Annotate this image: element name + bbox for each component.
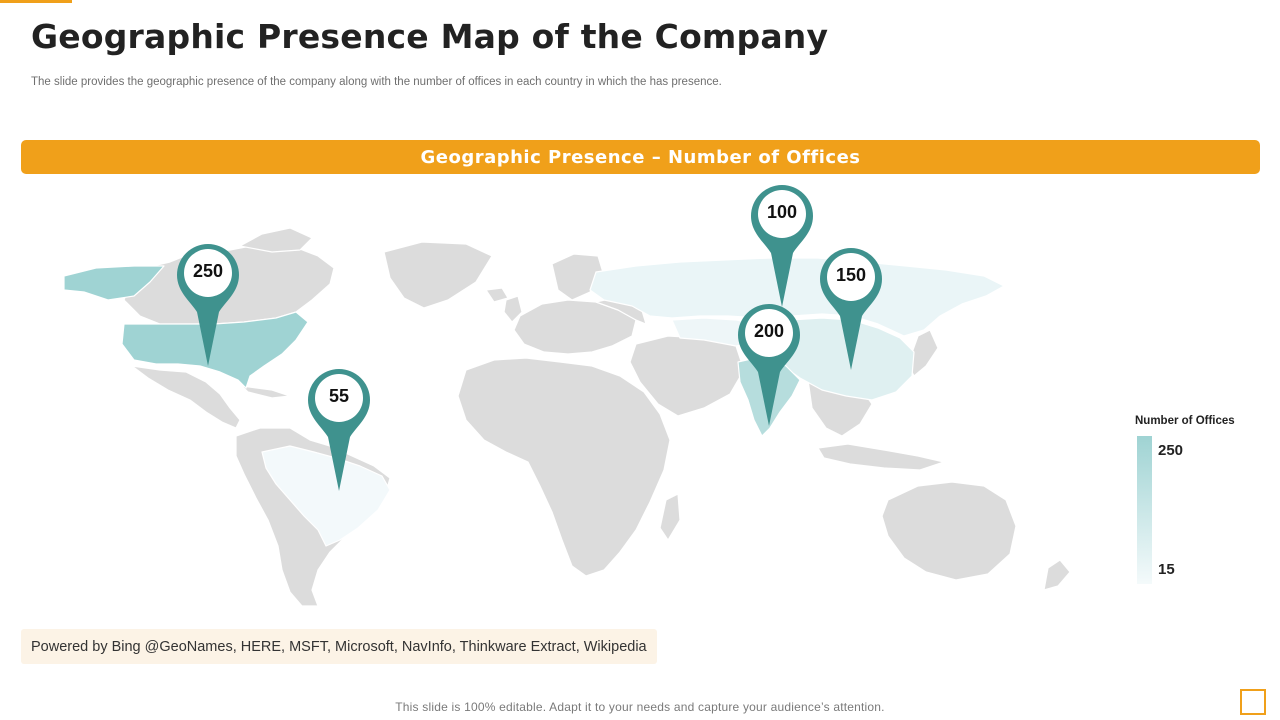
- land-indonesia: [817, 443, 945, 471]
- map-pin-icon: [820, 248, 882, 370]
- pin-value: 200: [753, 321, 785, 341]
- footer-note: This slide is 100% editable. Adapt it to…: [395, 700, 885, 714]
- land-africa: [457, 357, 671, 577]
- legend-title: Number of Offices: [1135, 415, 1235, 427]
- page-subtitle: The slide provides the geographic presen…: [31, 76, 722, 88]
- land-australia: [881, 481, 1017, 581]
- land-cuba: [241, 385, 291, 399]
- world-map: 250 55 100 200 150: [0, 180, 1280, 620]
- land-southeast-asia: [807, 375, 873, 437]
- land-europe: [513, 299, 637, 355]
- pin-value: 150: [835, 265, 867, 285]
- land-eastern-europe: [595, 295, 647, 325]
- map-banner: Geographic Presence – Number of Offices: [21, 140, 1260, 174]
- map-pin-icon: [738, 304, 800, 426]
- land-mexico: [131, 365, 241, 429]
- country-india: [737, 355, 801, 437]
- land-japan: [907, 329, 939, 377]
- country-brazil: [261, 445, 391, 547]
- country-china: [761, 317, 915, 401]
- legend-min-value: 15: [1158, 561, 1175, 578]
- pin-value: 100: [766, 202, 798, 222]
- land-madagascar: [659, 493, 681, 541]
- pin-russia[interactable]: 100: [749, 183, 815, 307]
- legend-max-value: 250: [1158, 442, 1184, 459]
- land-uk: [503, 295, 523, 323]
- pin-india[interactable]: 200: [736, 302, 802, 426]
- map-pin-icon: [751, 185, 813, 307]
- land-canada-islands: [239, 227, 313, 253]
- map-pin-icon: [177, 244, 239, 366]
- top-accent-bar: [0, 0, 72, 3]
- land-middle-east: [629, 335, 745, 417]
- land-new-zealand: [1043, 559, 1071, 591]
- land-south-america: [235, 427, 391, 607]
- pin-brazil[interactable]: 55: [306, 367, 372, 491]
- pin-china[interactable]: 150: [818, 246, 884, 370]
- land-greenland: [383, 241, 493, 309]
- map-pin-icon: [308, 369, 370, 491]
- page-title: Geographic Presence Map of the Company: [31, 17, 829, 56]
- land-canada: [123, 243, 335, 325]
- banner-label: Geographic Presence – Number of Offices: [420, 146, 861, 168]
- map-attribution: Powered by Bing @GeoNames, HERE, MSFT, M…: [21, 629, 657, 664]
- country-kazakhstan: [671, 317, 761, 347]
- country-usa: [121, 311, 309, 389]
- world-map-svg: [63, 227, 1071, 607]
- pin-value: 250: [192, 261, 224, 281]
- country-russia: [589, 257, 1005, 337]
- legend-color-scale: [1137, 436, 1152, 584]
- land-iceland: [485, 287, 509, 303]
- pin-usa[interactable]: 250: [175, 242, 241, 366]
- pin-value: 55: [328, 386, 350, 406]
- land-scandinavia: [551, 253, 605, 301]
- corner-square-icon: [1240, 689, 1266, 715]
- country-usa-alaska: [63, 265, 165, 301]
